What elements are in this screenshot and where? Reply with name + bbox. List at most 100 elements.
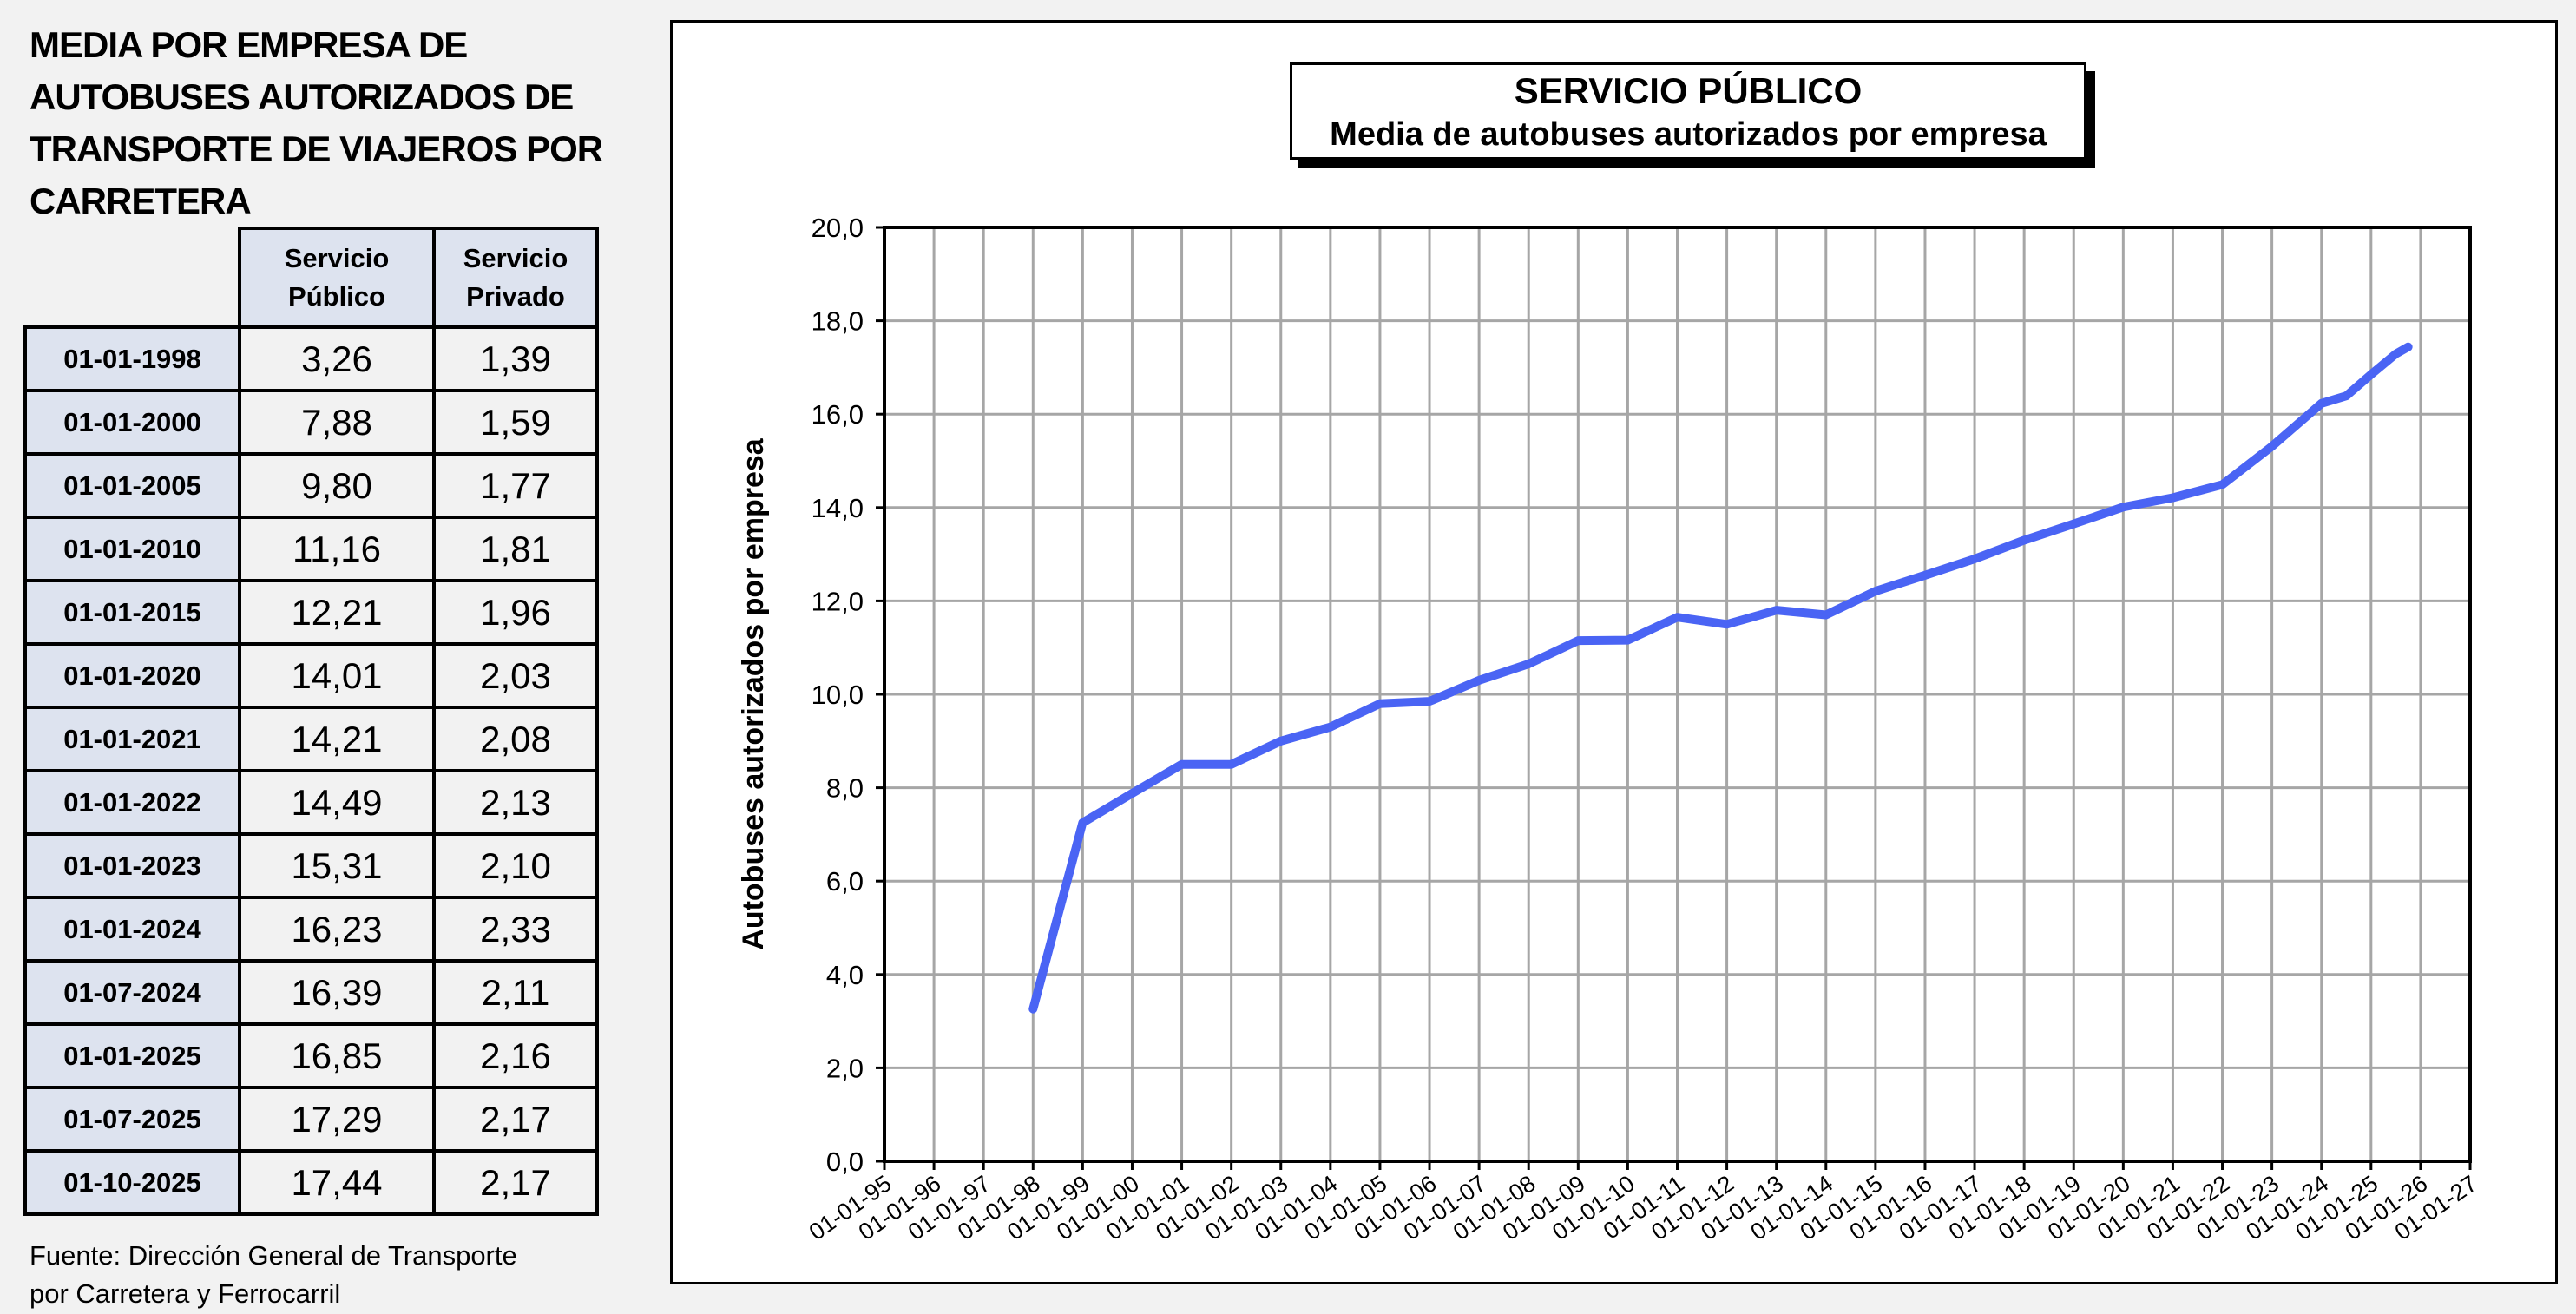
- table-row: 01-01-2020 14,01 2,03: [23, 642, 599, 709]
- series-line-0: [1028, 342, 2413, 1014]
- data-point: [1872, 588, 1878, 595]
- row-date: 01-01-2021: [23, 706, 241, 772]
- cell-publico: 15,31: [238, 832, 436, 899]
- chart-title-box: SERVICIO PÚBLICO Media de autobuses auto…: [1290, 62, 2086, 160]
- y-tick-label: 18,0: [812, 306, 864, 337]
- cell-privado: 1,77: [432, 452, 599, 519]
- data-point: [1030, 1006, 1036, 1012]
- data-point: [2318, 400, 2324, 406]
- data-point: [2368, 371, 2374, 378]
- data-point: [1228, 761, 1234, 767]
- source-footer: Fuente: Dirección General de Transporte …: [30, 1237, 517, 1313]
- cell-privado: 2,10: [432, 832, 599, 899]
- footer-line-1: Fuente: Dirección General de Transporte: [30, 1240, 517, 1271]
- data-point: [1575, 638, 1581, 644]
- y-tick-label: 4,0: [826, 960, 864, 990]
- cell-publico: 14,01: [238, 642, 436, 709]
- y-tick-label: 20,0: [812, 213, 864, 243]
- data-point: [2170, 495, 2176, 501]
- row-date: 01-01-2010: [23, 516, 241, 582]
- row-date: 01-10-2025: [23, 1149, 241, 1216]
- table-row: 01-10-2025 17,44 2,17: [23, 1149, 599, 1216]
- data-point: [2269, 443, 2275, 450]
- y-tick-label: 2,0: [826, 1053, 864, 1083]
- data-point: [1129, 791, 1135, 797]
- row-date: 01-01-2022: [23, 769, 241, 836]
- table-row: 01-01-2023 15,31 2,10: [23, 832, 599, 899]
- cell-publico: 17,29: [238, 1086, 436, 1153]
- table-row: 01-01-2005 9,80 1,77: [23, 452, 599, 519]
- data-point: [1922, 572, 1928, 578]
- data-point: [2071, 521, 2077, 527]
- cell-publico: 9,80: [238, 452, 436, 519]
- table-row: 01-01-2010 11,16 1,81: [23, 516, 599, 582]
- data-point: [1823, 612, 1829, 618]
- data-point: [1724, 621, 1730, 627]
- data-table: Servicio Público Servicio Privado 01-01-…: [23, 227, 599, 1216]
- data-point: [2219, 482, 2225, 488]
- y-tick-label: 0,0: [826, 1146, 864, 1177]
- table-row: 01-01-2015 12,21 1,96: [23, 579, 599, 646]
- data-point: [1080, 819, 1086, 825]
- row-date: 01-01-2005: [23, 452, 241, 519]
- header-servicio-privado: Servicio Privado: [432, 227, 599, 329]
- cell-publico: 14,49: [238, 769, 436, 836]
- data-point: [1773, 608, 1779, 614]
- data-point: [2120, 504, 2126, 510]
- data-point: [1526, 661, 1532, 667]
- data-point: [1972, 555, 1978, 562]
- table-row: 01-01-2024 16,23 2,33: [23, 896, 599, 963]
- table-row: 01-01-2025 16,85 2,16: [23, 1022, 599, 1089]
- footer-line-2: por Carretera y Ferrocarril: [30, 1278, 341, 1309]
- left-title: MEDIA POR EMPRESA DE AUTOBUSES AUTORIZAD…: [30, 24, 603, 221]
- cell-privado: 2,16: [432, 1022, 599, 1089]
- cell-privado: 2,17: [432, 1149, 599, 1216]
- y-tick-label: 8,0: [826, 773, 864, 804]
- table-row: 01-01-1998 3,26 1,39: [23, 325, 599, 392]
- data-point: [1476, 677, 1482, 683]
- data-point: [1674, 614, 1680, 621]
- chart-subtitle: Media de autobuses autorizados por empre…: [1330, 116, 2047, 153]
- data-point: [1427, 699, 1433, 705]
- data-point: [1179, 761, 1185, 767]
- row-date: 01-01-2015: [23, 579, 241, 646]
- cell-privado: 1,39: [432, 325, 599, 392]
- cell-publico: 16,39: [238, 959, 436, 1026]
- cell-publico: 17,44: [238, 1149, 436, 1216]
- cell-publico: 16,23: [238, 896, 436, 963]
- line-chart: 01-01-9501-01-9601-01-9701-01-9801-01-99…: [737, 213, 2481, 1245]
- row-date: 01-01-2024: [23, 896, 241, 963]
- y-tick-label: 14,0: [812, 493, 864, 523]
- cell-privado: 1,81: [432, 516, 599, 582]
- table-row: 01-01-2021 14,21 2,08: [23, 706, 599, 772]
- data-point: [1625, 637, 1631, 643]
- cell-publico: 12,21: [238, 579, 436, 646]
- cell-privado: 1,59: [432, 389, 599, 456]
- cell-privado: 2,03: [432, 642, 599, 709]
- row-date: 01-01-2000: [23, 389, 241, 456]
- cell-publico: 14,21: [238, 706, 436, 772]
- data-point: [2393, 351, 2399, 357]
- row-date: 01-01-1998: [23, 325, 241, 392]
- cell-privado: 2,08: [432, 706, 599, 772]
- data-point: [2405, 344, 2411, 350]
- y-tick-label: 10,0: [812, 680, 864, 710]
- row-date: 01-01-2025: [23, 1022, 241, 1089]
- data-point: [2021, 537, 2027, 543]
- plot-frame: [883, 226, 2472, 1163]
- row-date: 01-01-2020: [23, 642, 241, 709]
- data-point: [2343, 393, 2349, 399]
- cell-publico: 11,16: [238, 516, 436, 582]
- cell-publico: 3,26: [238, 325, 436, 392]
- data-point: [1377, 700, 1383, 706]
- table-row: 01-07-2025 17,29 2,17: [23, 1086, 599, 1153]
- chart-title: SERVICIO PÚBLICO: [1514, 70, 1863, 111]
- header-servicio-publico: Servicio Público: [238, 227, 436, 329]
- table-corner: [25, 228, 240, 329]
- cell-publico: 7,88: [238, 389, 436, 456]
- data-point: [1327, 724, 1333, 730]
- cell-privado: 2,13: [432, 769, 599, 836]
- cell-privado: 2,33: [432, 896, 599, 963]
- row-date: 01-07-2025: [23, 1086, 241, 1153]
- y-tick-label: 16,0: [812, 399, 864, 430]
